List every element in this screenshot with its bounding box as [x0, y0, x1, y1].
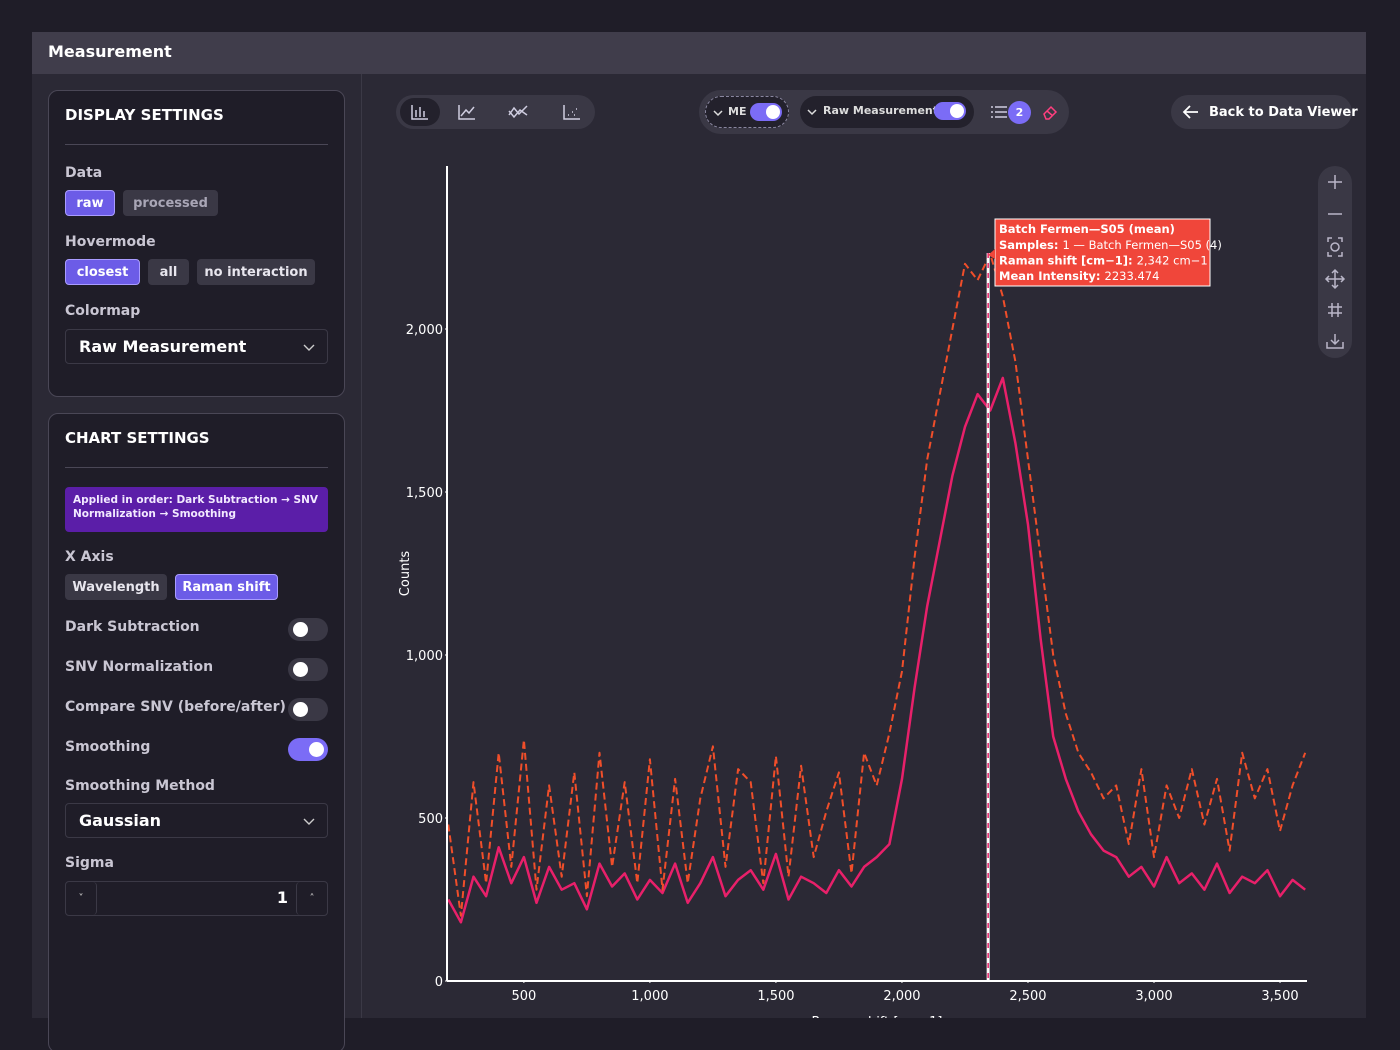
section-rule	[65, 467, 328, 468]
toggle-switch[interactable]	[288, 618, 328, 641]
toggle-switch[interactable]	[288, 738, 328, 761]
field-label: Dark Subtraction	[65, 619, 200, 635]
toggle-knob	[293, 622, 308, 637]
stepper-down[interactable]: ˅	[66, 882, 97, 915]
knob	[766, 105, 780, 119]
option-button[interactable]: all	[148, 259, 189, 285]
modebar-icons[interactable]	[1318, 166, 1352, 358]
option-button[interactable]: raw	[65, 190, 115, 216]
window-title: Measurement	[32, 32, 1366, 74]
display-settings-card	[48, 90, 345, 397]
list-icon[interactable]	[989, 103, 1009, 121]
option-button[interactable]: processed	[123, 190, 218, 216]
field-label: Smoothing	[65, 739, 151, 755]
series-bar: ME Raw Measurements 2	[699, 90, 1069, 134]
select[interactable]: Gaussian	[65, 803, 328, 838]
option-button[interactable]: closest	[65, 259, 140, 285]
series-name: Raw Measurements	[823, 104, 945, 117]
chart-type-icons	[411, 105, 580, 120]
field-label: Colormap	[65, 303, 141, 319]
back-arrow	[1182, 105, 1198, 119]
selected-count-badge: 2	[1008, 101, 1031, 124]
chart-type-group	[396, 95, 595, 129]
section-rule	[65, 144, 328, 145]
select-chevron	[303, 344, 315, 351]
field-label: Data	[65, 165, 103, 181]
series-toggle[interactable]	[750, 103, 782, 121]
field-label: Sigma	[65, 855, 114, 871]
back-button[interactable]: Back to Data Viewer	[1171, 95, 1358, 129]
option-button[interactable]: no interaction	[197, 259, 315, 285]
toggle-knob	[293, 662, 308, 677]
field-label: SNV Normalization	[65, 659, 214, 675]
field-label: Hovermode	[65, 234, 156, 250]
select[interactable]: Raw Measurement	[65, 329, 328, 364]
number-input	[65, 881, 328, 916]
toggle-switch[interactable]	[288, 658, 328, 681]
option-button[interactable]: Wavelength	[65, 574, 167, 600]
option-button[interactable]: Raman shift	[175, 574, 278, 600]
stepper-up[interactable]: ˄	[296, 882, 327, 915]
select-chevron	[303, 818, 315, 825]
chevron	[807, 109, 817, 116]
toggle-switch[interactable]	[288, 698, 328, 721]
series-name: ME	[728, 105, 747, 118]
section-title: CHART SETTINGS	[65, 429, 210, 447]
chevron	[713, 110, 723, 117]
eraser-icon[interactable]	[1041, 103, 1059, 121]
number-value: 1	[276, 888, 288, 907]
series-chip[interactable]: ME	[705, 96, 789, 128]
toggle-knob	[309, 742, 324, 757]
knob	[950, 104, 964, 118]
field-label: Compare SNV (before/after)	[65, 699, 286, 715]
toggle-knob	[293, 702, 308, 717]
section-title: DISPLAY SETTINGS	[65, 106, 224, 124]
series-toggle[interactable]	[934, 102, 966, 120]
info-note: Applied in order: Dark Subtraction → SNV…	[65, 487, 328, 532]
modebar	[1318, 166, 1352, 358]
series-chip[interactable]: Raw Measurements	[800, 96, 974, 128]
field-label: Smoothing Method	[65, 778, 215, 794]
divider	[361, 74, 362, 1018]
field-label: X Axis	[65, 549, 114, 565]
